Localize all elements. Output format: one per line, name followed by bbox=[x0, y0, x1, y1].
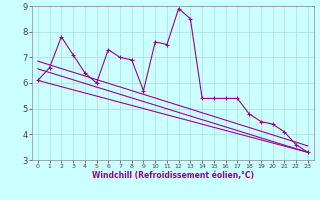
X-axis label: Windchill (Refroidissement éolien,°C): Windchill (Refroidissement éolien,°C) bbox=[92, 171, 254, 180]
